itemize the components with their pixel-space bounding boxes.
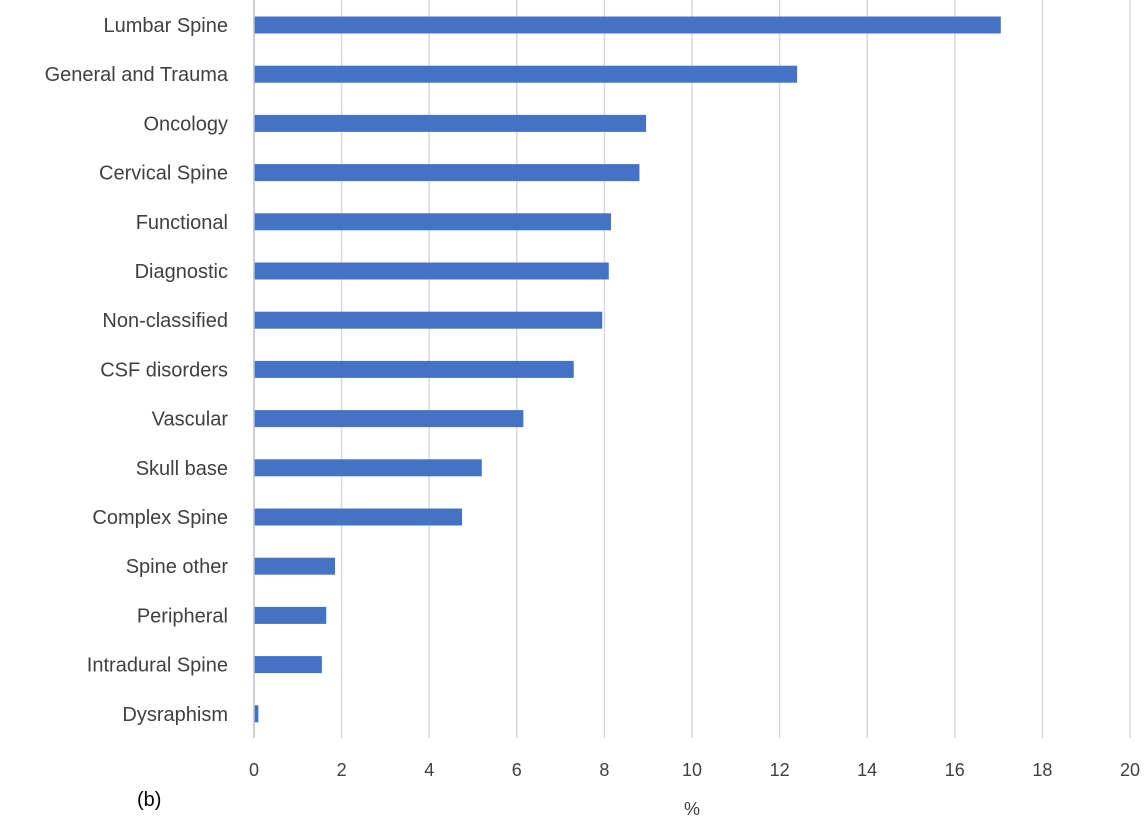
category-label: Lumbar Spine [103,15,228,37]
x-tick-labels: 0 2 4 6 8 10 12 14 16 18 20 [249,760,1140,780]
category-label: CSF disorders [100,359,228,381]
category-label: Vascular [152,409,229,431]
category-label: Intradural Spine [87,655,228,677]
panel-label: (b) [137,789,161,811]
category-label: Dysraphism [122,704,228,726]
bar [254,606,327,624]
category-label: Peripheral [137,605,228,627]
x-tick-label: 12 [770,760,790,780]
x-tick-label: 6 [512,760,522,780]
bar [254,164,640,182]
category-labels: Lumbar Spine General and Trauma Oncology Ce… [45,15,229,726]
category-label: Oncology [144,113,229,135]
bar [254,311,603,329]
bar [254,360,574,378]
category-label: Spine other [126,556,229,578]
x-tick-label: 18 [1032,760,1052,780]
bar [254,65,798,83]
category-label: Skull base [136,458,228,480]
category-label: Functional [136,212,228,234]
x-tick-label: 0 [249,760,259,780]
category-label: Cervical Spine [99,163,228,185]
category-label: Complex Spine [92,507,228,529]
x-axis-title: % [684,799,700,819]
bars [254,16,1001,723]
x-tick-label: 16 [945,760,965,780]
x-tick-label: 8 [599,760,609,780]
bar [254,262,609,280]
x-tick-label: 4 [424,760,434,780]
bar [254,459,482,477]
category-label: Diagnostic [135,261,228,283]
bar [254,213,611,231]
bar [254,114,647,132]
category-label: General and Trauma [45,64,229,86]
bar [254,557,336,575]
x-tick-label: 10 [682,760,702,780]
bar [254,656,322,674]
x-tick-label: 14 [857,760,877,780]
x-tick-label: 2 [337,760,347,780]
bar [254,16,1001,34]
x-tick-label: 20 [1120,760,1140,780]
category-label: Non-classified [102,310,228,332]
bar [254,705,259,723]
bar [254,508,463,526]
bar [254,410,524,428]
